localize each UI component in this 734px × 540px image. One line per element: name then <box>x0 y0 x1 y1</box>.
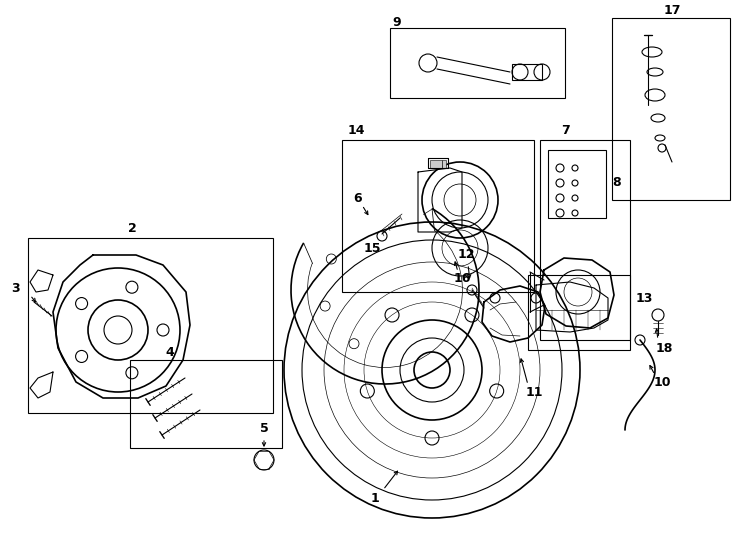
Text: 10: 10 <box>653 375 671 388</box>
Bar <box>540 140 630 340</box>
Bar <box>430 160 442 168</box>
Bar <box>130 360 282 448</box>
Text: 17: 17 <box>664 3 680 17</box>
Bar <box>442 160 446 168</box>
Text: 6: 6 <box>354 192 363 205</box>
Bar <box>390 28 565 98</box>
Text: 8: 8 <box>612 176 621 188</box>
Text: 11: 11 <box>526 386 542 399</box>
Text: 18: 18 <box>655 341 672 354</box>
Bar <box>512 64 542 80</box>
Text: 12: 12 <box>457 248 475 261</box>
Text: 15: 15 <box>363 241 381 254</box>
Text: 16: 16 <box>454 272 470 285</box>
Text: 7: 7 <box>562 124 570 137</box>
Text: 4: 4 <box>166 346 175 359</box>
Bar <box>342 140 534 292</box>
Text: 9: 9 <box>392 16 401 29</box>
Text: 2: 2 <box>128 221 137 234</box>
Text: 5: 5 <box>260 422 269 435</box>
Bar <box>28 238 273 413</box>
Text: 14: 14 <box>348 124 366 137</box>
Text: 1: 1 <box>371 491 379 504</box>
Bar <box>612 18 730 200</box>
Bar <box>528 275 630 350</box>
Bar <box>548 150 606 218</box>
Text: 13: 13 <box>636 292 653 305</box>
Text: 3: 3 <box>12 281 21 294</box>
